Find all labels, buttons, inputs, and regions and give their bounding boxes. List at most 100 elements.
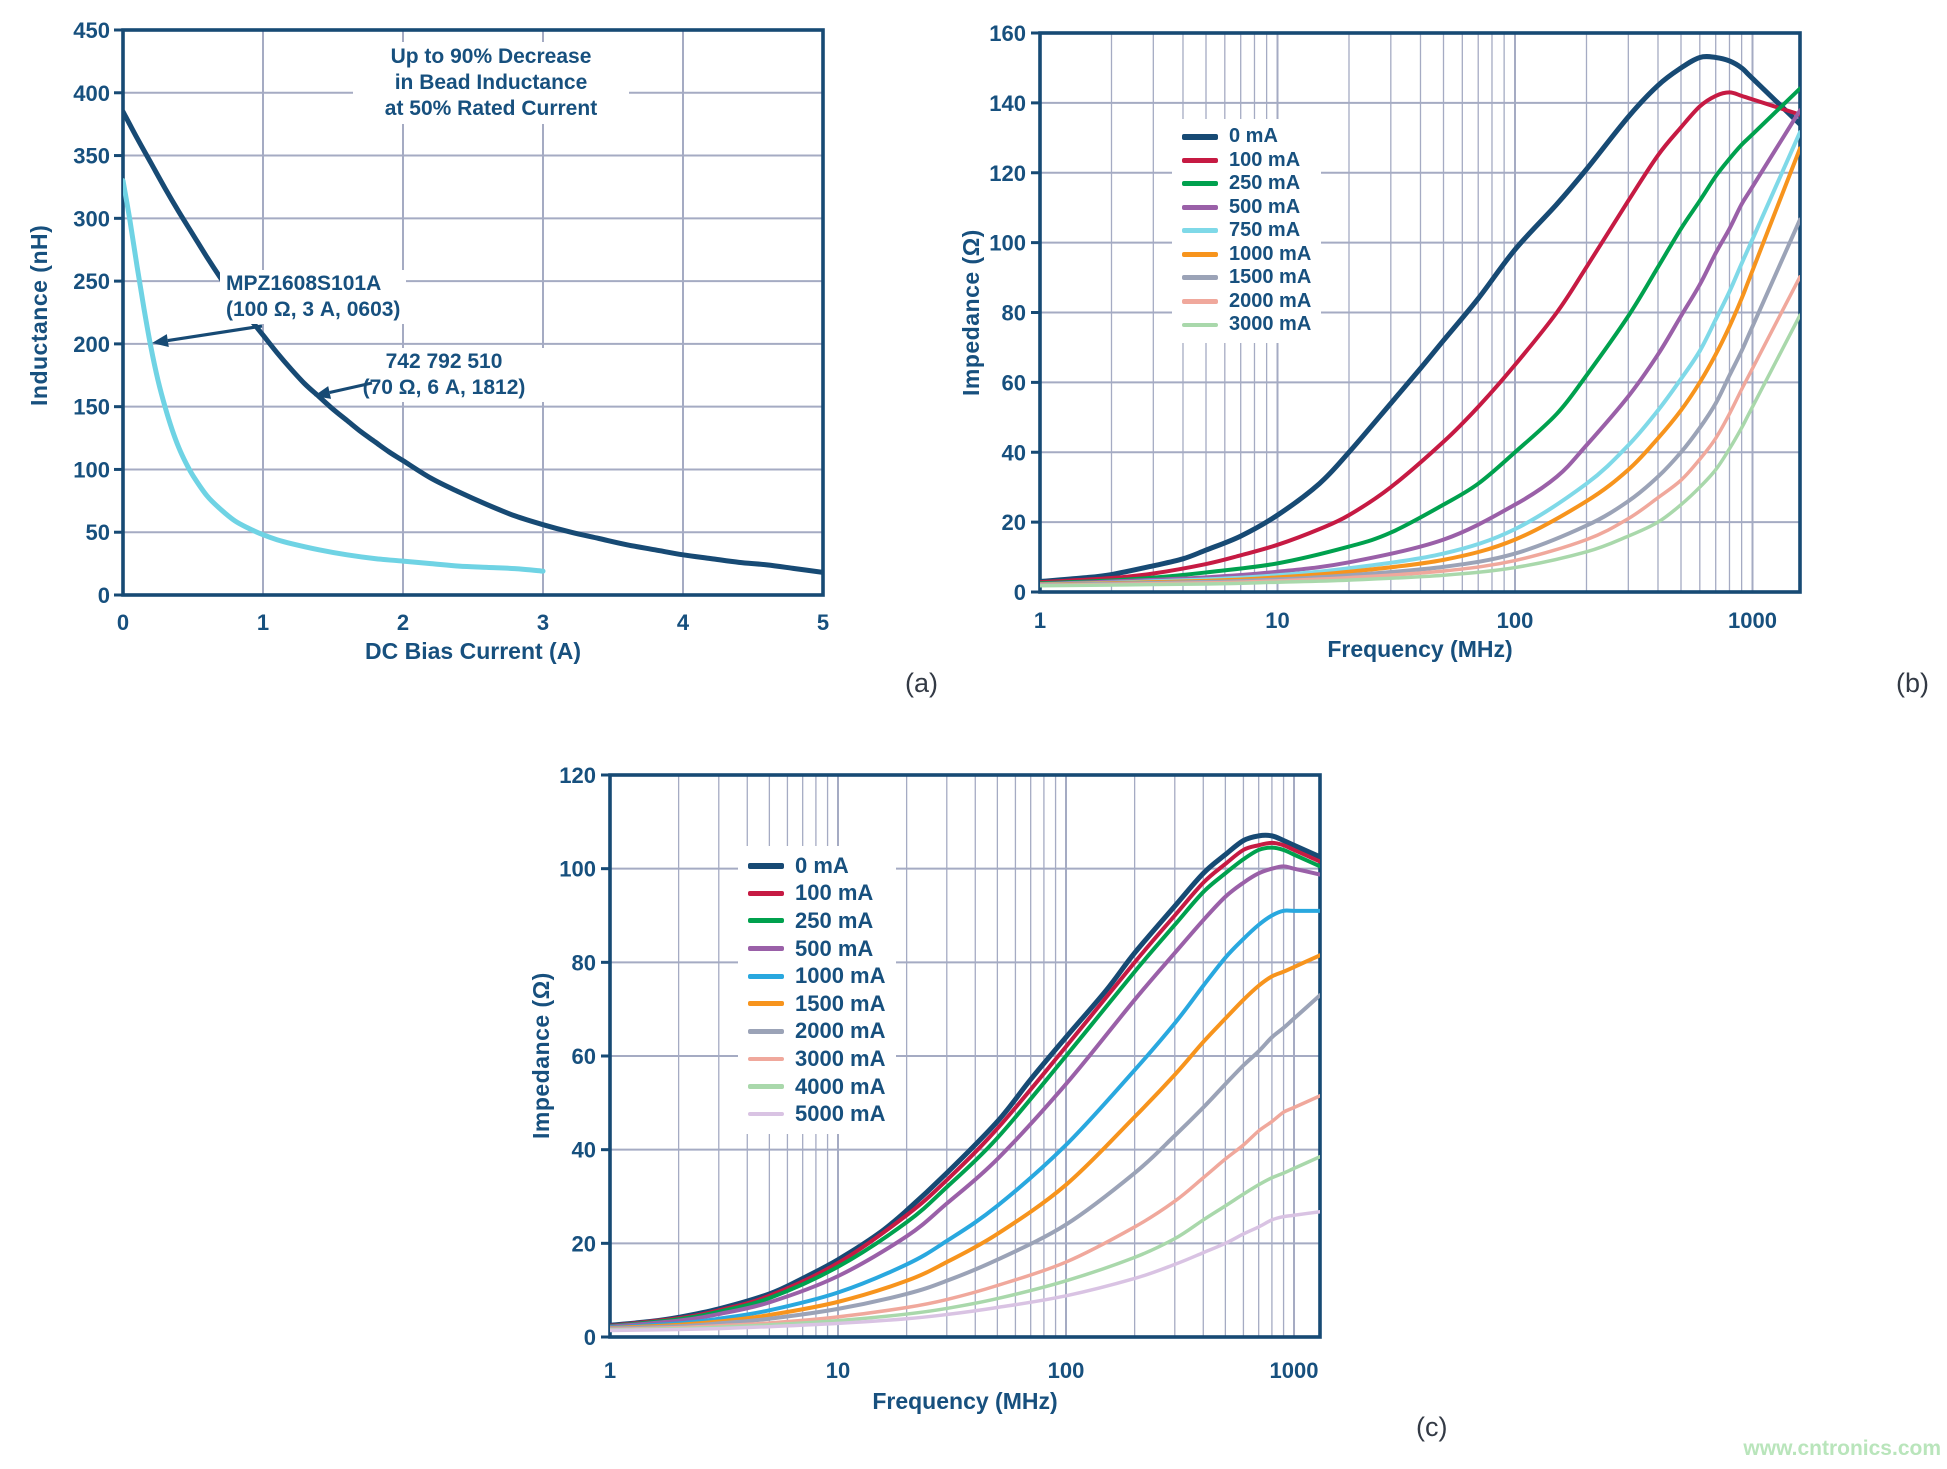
legend-entry: 250 mA (748, 907, 886, 935)
chart-a-callout-742: 742 792 510 (70 Ω, 6 A, 1812) (338, 348, 550, 402)
legend-swatch (748, 973, 784, 979)
legend-swatch (1182, 228, 1218, 234)
x-tick-label: 100 (1048, 1358, 1085, 1383)
series-line (610, 1209, 1320, 1333)
legend-entry: 1000 mA (1182, 243, 1311, 267)
legend-swatch (748, 1001, 784, 1007)
y-tick-label: 350 (73, 144, 110, 169)
annotation-line: Up to 90% Decrease (390, 45, 592, 68)
chart-b-x-axis-title: Frequency (MHz) (1327, 636, 1513, 662)
legend-swatch (1182, 275, 1218, 281)
legend-swatch (748, 1111, 784, 1117)
legend-label: 250 mA (1229, 172, 1301, 195)
y-tick-label: 80 (1002, 301, 1026, 326)
x-tick-label: 1 (257, 610, 269, 635)
annotation-line: in Bead Inductance (394, 71, 588, 94)
legend-label: 100 mA (1229, 148, 1301, 171)
y-tick-label: 300 (73, 206, 110, 231)
subfigure-label-a: (a) (905, 668, 938, 698)
y-tick-label: 120 (989, 161, 1026, 186)
y-tick-label: 200 (73, 332, 110, 357)
y-tick-label: 40 (572, 1138, 596, 1163)
legend-label: 0 mA (795, 852, 849, 878)
x-tick-label: 3 (537, 610, 549, 635)
callout-line: (100 Ω, 3 A, 0603) (226, 298, 401, 321)
subfigure-label-c: (c) (1416, 1412, 1448, 1442)
series-line (610, 840, 1320, 1328)
legend-entry: 750 mA (1182, 219, 1311, 243)
y-tick-label: 40 (1002, 440, 1026, 465)
callout-line: MPZ1608S101A (226, 272, 382, 295)
legend-swatch (1182, 133, 1218, 140)
y-tick-label: 160 (989, 21, 1026, 46)
x-tick-label: 10 (1265, 608, 1289, 633)
x-tick-label: 2 (397, 610, 409, 635)
legend-label: 1500 mA (1229, 266, 1312, 289)
y-tick-label: 50 (86, 520, 110, 545)
x-tick-label: 1 (1034, 608, 1046, 633)
x-tick-label: 1 (604, 1358, 616, 1383)
series-line (1040, 86, 1800, 586)
chart-a-y-axis-title: Inductance (nH) (26, 224, 52, 406)
legend-swatch (748, 946, 784, 952)
legend-label: 4000 mA (795, 1073, 886, 1099)
series-line (1040, 90, 1800, 585)
y-tick-label: 250 (73, 269, 110, 294)
legend-entry: 1500 mA (1182, 266, 1311, 290)
legend-label: 500 mA (1229, 195, 1301, 218)
y-tick-label: 100 (73, 457, 110, 482)
legend-entry: 500 mA (1182, 196, 1311, 220)
series-line (123, 178, 546, 574)
annotation-line: at 50% Rated Current (384, 97, 598, 120)
watermark-text: www.cntronics.com (1743, 1437, 1941, 1460)
callout-line: (70 Ω, 6 A, 1812) (362, 376, 526, 399)
legend-swatch (1182, 157, 1218, 163)
legend-entry: 5000 mA (748, 1100, 886, 1128)
legend-label: 2000 mA (795, 1018, 886, 1044)
legend-entry: 0 mA (748, 852, 886, 880)
x-tick-label: 1000 (1728, 608, 1777, 633)
legend-label: 500 mA (795, 935, 874, 961)
legend-label: 1000 mA (795, 963, 886, 989)
legend-entry: 500 mA (748, 935, 886, 963)
series-line (123, 109, 823, 575)
y-tick-label: 400 (73, 81, 110, 106)
series-line (1040, 146, 1800, 587)
legend-swatch (1182, 181, 1218, 187)
legend-swatch (1182, 251, 1218, 257)
y-tick-label: 100 (989, 231, 1026, 256)
chart-c-series (610, 832, 1320, 1333)
x-tick-label: 1000 (1270, 1358, 1319, 1383)
y-tick-label: 450 (73, 18, 110, 43)
legend-swatch (1182, 204, 1218, 210)
series-line (610, 1154, 1320, 1332)
legend-entry: 100 mA (1182, 149, 1311, 173)
series-line (610, 908, 1320, 1330)
legend-label: 5000 mA (795, 1101, 886, 1127)
callout-line: 742 792 510 (385, 350, 503, 373)
y-tick-label: 140 (989, 91, 1026, 116)
x-tick-label: 4 (677, 610, 690, 635)
legend-label: 1000 mA (1229, 242, 1312, 265)
series-line (610, 953, 1320, 1331)
legend-swatch (748, 1084, 784, 1089)
chart-b-series (1040, 54, 1800, 588)
series-line (610, 1094, 1320, 1332)
y-tick-label: 150 (73, 395, 110, 420)
series-line (1040, 313, 1800, 588)
series-line (1040, 54, 1800, 585)
legend-entry: 2000 mA (1182, 290, 1311, 314)
legend-swatch (748, 1028, 784, 1034)
legend-label: 100 mA (795, 880, 874, 906)
chart-c-y-axis-title: Impedance (Ω) (528, 972, 554, 1140)
legend-entry: 2000 mA (748, 1018, 886, 1046)
x-tick-label: 0 (117, 610, 129, 635)
legend-entry: 1000 mA (748, 962, 886, 990)
legend-swatch (748, 890, 784, 896)
legend-swatch (1182, 299, 1218, 304)
chart-c-x-axis-title: Frequency (MHz) (872, 1388, 1058, 1414)
legend-entry: 250 mA (1182, 172, 1311, 196)
chart-a-series (123, 109, 823, 575)
